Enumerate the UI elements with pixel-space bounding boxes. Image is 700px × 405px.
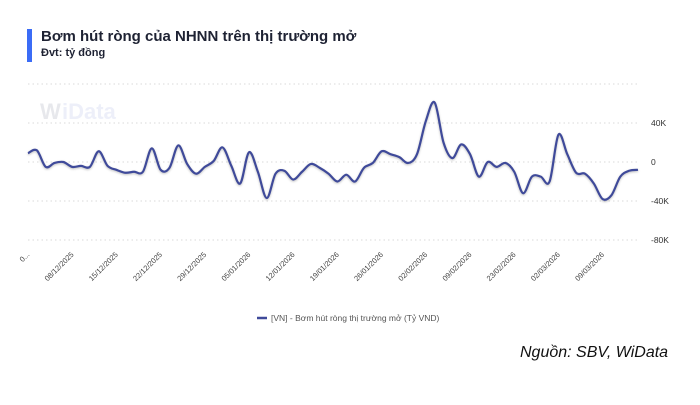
watermark-logo: W iData: [40, 99, 117, 124]
data-point: [504, 161, 507, 164]
data-point: [265, 197, 268, 200]
data-point: [442, 141, 445, 144]
x-tick-label: 02/03/2026: [529, 250, 562, 283]
data-point: [486, 161, 489, 164]
chart-title: Bơm hút ròng của NHNN trên thị trường mở: [41, 28, 357, 45]
data-point: [433, 101, 436, 104]
data-point: [283, 169, 286, 172]
data-point: [601, 198, 604, 201]
data-point: [230, 164, 233, 167]
data-point: [637, 168, 640, 171]
data-point: [150, 147, 153, 150]
x-tick-label: 0...: [18, 250, 32, 264]
y-tick-label: 40K: [651, 118, 666, 128]
data-point: [407, 161, 410, 164]
data-point: [133, 170, 136, 173]
x-tick-label: 15/12/2025: [87, 250, 120, 283]
data-point: [186, 162, 189, 165]
x-tick-label: 12/01/2026: [264, 250, 297, 283]
data-point: [477, 175, 480, 178]
data-point: [362, 166, 365, 169]
data-point: [97, 150, 100, 153]
data-point: [168, 166, 171, 169]
data-point: [513, 170, 516, 173]
data-point: [203, 165, 206, 168]
x-tick-label: 05/01/2026: [220, 250, 253, 283]
data-point: [566, 153, 569, 156]
y-tick-label: -80K: [651, 235, 669, 245]
data-point: [610, 194, 613, 197]
chart-unit-subtitle: Đvt: tỷ đồng: [41, 47, 106, 59]
data-point: [451, 157, 454, 160]
data-point: [71, 165, 74, 168]
data-point: [592, 182, 595, 185]
data-point: [80, 164, 83, 167]
data-point: [274, 172, 277, 175]
data-point: [159, 168, 162, 171]
data-point: [53, 161, 56, 164]
source-note: Nguồn: SBV, WiData: [520, 344, 669, 361]
data-point: [628, 169, 631, 172]
data-point: [177, 144, 180, 147]
data-point: [557, 133, 560, 136]
x-tick-label: 26/01/2026: [352, 250, 385, 283]
data-point: [539, 175, 542, 178]
data-point: [239, 182, 242, 185]
data-point: [27, 152, 30, 155]
data-point: [548, 180, 551, 183]
x-tick-label: 09/02/2026: [441, 250, 474, 283]
x-tick-label: 22/12/2025: [131, 250, 164, 283]
data-point: [345, 173, 348, 176]
data-point: [88, 165, 91, 168]
series-line: [27, 100, 639, 201]
data-point: [194, 172, 197, 175]
data-point: [124, 171, 127, 174]
data-point: [62, 161, 65, 164]
x-tick-label: 08/12/2025: [43, 250, 76, 283]
legend-label: [VN] - Bơm hút ròng thị trường mở (Tỷ VN…: [271, 313, 440, 323]
data-point: [415, 153, 418, 156]
data-point: [371, 161, 374, 164]
data-point: [301, 170, 304, 173]
data-point: [354, 180, 357, 183]
data-point: [619, 175, 622, 178]
y-tick-label: 0: [651, 157, 656, 167]
y-tick-label: -40K: [651, 196, 669, 206]
data-point: [424, 120, 427, 123]
x-tick-label: 23/02/2026: [485, 250, 518, 283]
data-point: [221, 146, 224, 149]
data-point: [398, 156, 401, 159]
data-point: [248, 151, 251, 154]
data-point: [469, 153, 472, 156]
data-point: [522, 192, 525, 195]
data-point: [575, 171, 578, 174]
legend[interactable]: [VN] - Bơm hút ròng thị trường mở (Tỷ VN…: [257, 313, 440, 323]
data-point: [309, 162, 312, 165]
data-point: [35, 149, 38, 152]
x-tick-label: 09/03/2026: [573, 250, 606, 283]
x-tick-label: 29/12/2025: [175, 250, 208, 283]
title-accent-bar: [27, 29, 32, 62]
data-point: [212, 160, 215, 163]
data-point: [44, 165, 47, 168]
x-tick-label: 02/02/2026: [396, 250, 429, 283]
svg-text:iData: iData: [62, 99, 117, 124]
svg-text:W: W: [40, 99, 61, 124]
data-point: [327, 172, 330, 175]
data-point: [460, 143, 463, 146]
data-point: [336, 180, 339, 183]
data-point: [389, 153, 392, 156]
data-point: [380, 150, 383, 153]
data-point: [106, 164, 109, 167]
data-point: [256, 170, 259, 173]
data-point: [530, 175, 533, 178]
data-point: [495, 165, 498, 168]
data-point: [292, 178, 295, 181]
data-point: [318, 166, 321, 169]
data-point: [583, 172, 586, 175]
data-point: [141, 170, 144, 173]
data-point: [115, 168, 118, 171]
x-tick-label: 19/01/2026: [308, 250, 341, 283]
